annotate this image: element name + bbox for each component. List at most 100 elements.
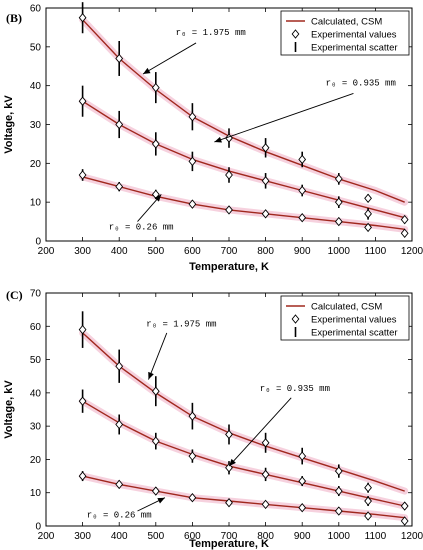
panel-label: (C): [6, 288, 23, 302]
experimental-point: [78, 324, 87, 335]
chart-panel-b: 200 300 400 500 600 700 800 900 1000 1100 1200 0 10 2…: [3, 2, 423, 273]
series-0: [78, 2, 409, 206]
experimental-point: [115, 479, 124, 490]
legend-box: [280, 295, 410, 341]
x-tick-label: 500: [147, 531, 164, 542]
experimental-point: [261, 499, 270, 510]
x-tick-label: 1200: [401, 531, 423, 542]
experimental-point: [151, 436, 160, 446]
experimental-point: [225, 205, 233, 215]
x-tick-label: 200: [38, 246, 55, 257]
experimental-point: [261, 176, 270, 186]
experimental-point: [334, 197, 343, 207]
x-tick-label: 400: [111, 246, 128, 257]
experimental-point: [364, 496, 372, 506]
panel-label: (B): [6, 11, 22, 25]
annotation-arrow: [228, 397, 292, 467]
x-tick-label: 600: [184, 531, 201, 542]
experimental-point: [151, 486, 160, 496]
experimental-point: [225, 497, 233, 508]
annotation-label: r₀ = 0.935 mm: [326, 79, 396, 89]
experimental-point: [188, 199, 197, 209]
experimental-point: [298, 451, 307, 461]
experimental-point: [115, 53, 124, 64]
calculated-curve: [82, 19, 405, 203]
experimental-point: [188, 493, 197, 503]
experimental-point: [334, 174, 343, 184]
legend-box: [280, 10, 410, 56]
legend-entry: Experimental values: [311, 315, 397, 326]
annotation-arrow: [148, 332, 168, 380]
annotation-arrow: [214, 93, 354, 143]
experimental-point: [334, 216, 343, 227]
legend-entry: Calculated, CSM: [311, 302, 382, 313]
annotation-arrowhead: [157, 497, 165, 504]
experimental-point: [115, 181, 124, 192]
x-tick-label: 800: [257, 531, 274, 542]
experimental-point: [78, 170, 87, 180]
annotation-label: r₀ = 0.935 mm: [260, 384, 330, 394]
experimental-point: [188, 112, 197, 122]
annotation-label: r₀ = 0.26 mm: [109, 222, 174, 232]
annotation-arrowhead: [154, 194, 162, 202]
calculated-curve: [82, 475, 405, 519]
experimental-point: [400, 516, 409, 526]
experimental-point: [364, 511, 372, 521]
y-tick-label: 10: [30, 488, 42, 499]
x-tick-label: 600: [184, 246, 201, 257]
legend-diamond-swatch: [291, 314, 300, 324]
experimental-point: [151, 82, 160, 93]
x-tick-label: 800: [257, 246, 274, 257]
y-tick-label: 70: [30, 289, 42, 300]
y-tick-label: 50: [30, 42, 42, 53]
experimental-point: [261, 469, 270, 480]
y-tick-label: 20: [30, 159, 42, 170]
series-0: [78, 311, 409, 495]
experimental-point: [188, 156, 197, 167]
y-tick-label: 40: [30, 81, 42, 92]
x-tick-label: 200: [38, 531, 55, 542]
series-2: [78, 471, 409, 526]
chart-panel-c: 200 300 400 500 600 700 800 900 1000 1100 1200 0 10 2…: [3, 288, 423, 550]
experimental-point: [261, 209, 270, 219]
experimental-point: [78, 396, 87, 406]
legend: Calculated, CSM Experimental values Experi…: [280, 10, 410, 56]
x-tick-label: 400: [111, 531, 128, 542]
annotation-arrowhead: [142, 67, 151, 75]
y-tick-label: 30: [30, 422, 42, 433]
experimental-point: [298, 476, 307, 486]
experimental-point: [115, 361, 124, 371]
experimental-point: [334, 506, 343, 516]
x-axis-label: Temperature, K: [189, 261, 269, 273]
legend-entry: Calculated, CSM: [311, 17, 382, 28]
series-1: [78, 85, 409, 225]
experimental-point: [225, 463, 233, 473]
experimental-point: [151, 139, 160, 149]
x-tick-label: 300: [74, 246, 91, 257]
calculated-curve: [82, 332, 405, 492]
x-tick-label: 1100: [365, 246, 387, 257]
annotation-arrow: [142, 42, 197, 75]
annotation-arrowhead: [214, 136, 222, 143]
experimental-point: [298, 185, 307, 196]
annotation-arrowhead: [148, 371, 154, 380]
x-tick-label: 1100: [365, 531, 387, 542]
x-tick-label: 300: [74, 531, 91, 542]
x-tick-label: 500: [147, 246, 164, 257]
x-tick-label: 700: [221, 531, 238, 542]
y-tick-label: 40: [30, 388, 42, 399]
calculated-curve: [82, 100, 405, 219]
experimental-point: [115, 419, 124, 430]
x-tick-label: 1000: [328, 531, 351, 542]
y-tick-label: 30: [30, 120, 42, 131]
y-axis-label: Voltage, kV: [3, 95, 15, 154]
experimental-point: [364, 193, 372, 203]
series-1: [78, 389, 409, 511]
calculated-curve: [82, 400, 405, 507]
x-tick-label: 900: [294, 531, 311, 542]
experimental-point: [115, 119, 124, 130]
legend-entry: Experimental scatter: [311, 328, 398, 339]
experimental-point: [225, 170, 233, 180]
y-tick-label: 60: [30, 4, 42, 15]
